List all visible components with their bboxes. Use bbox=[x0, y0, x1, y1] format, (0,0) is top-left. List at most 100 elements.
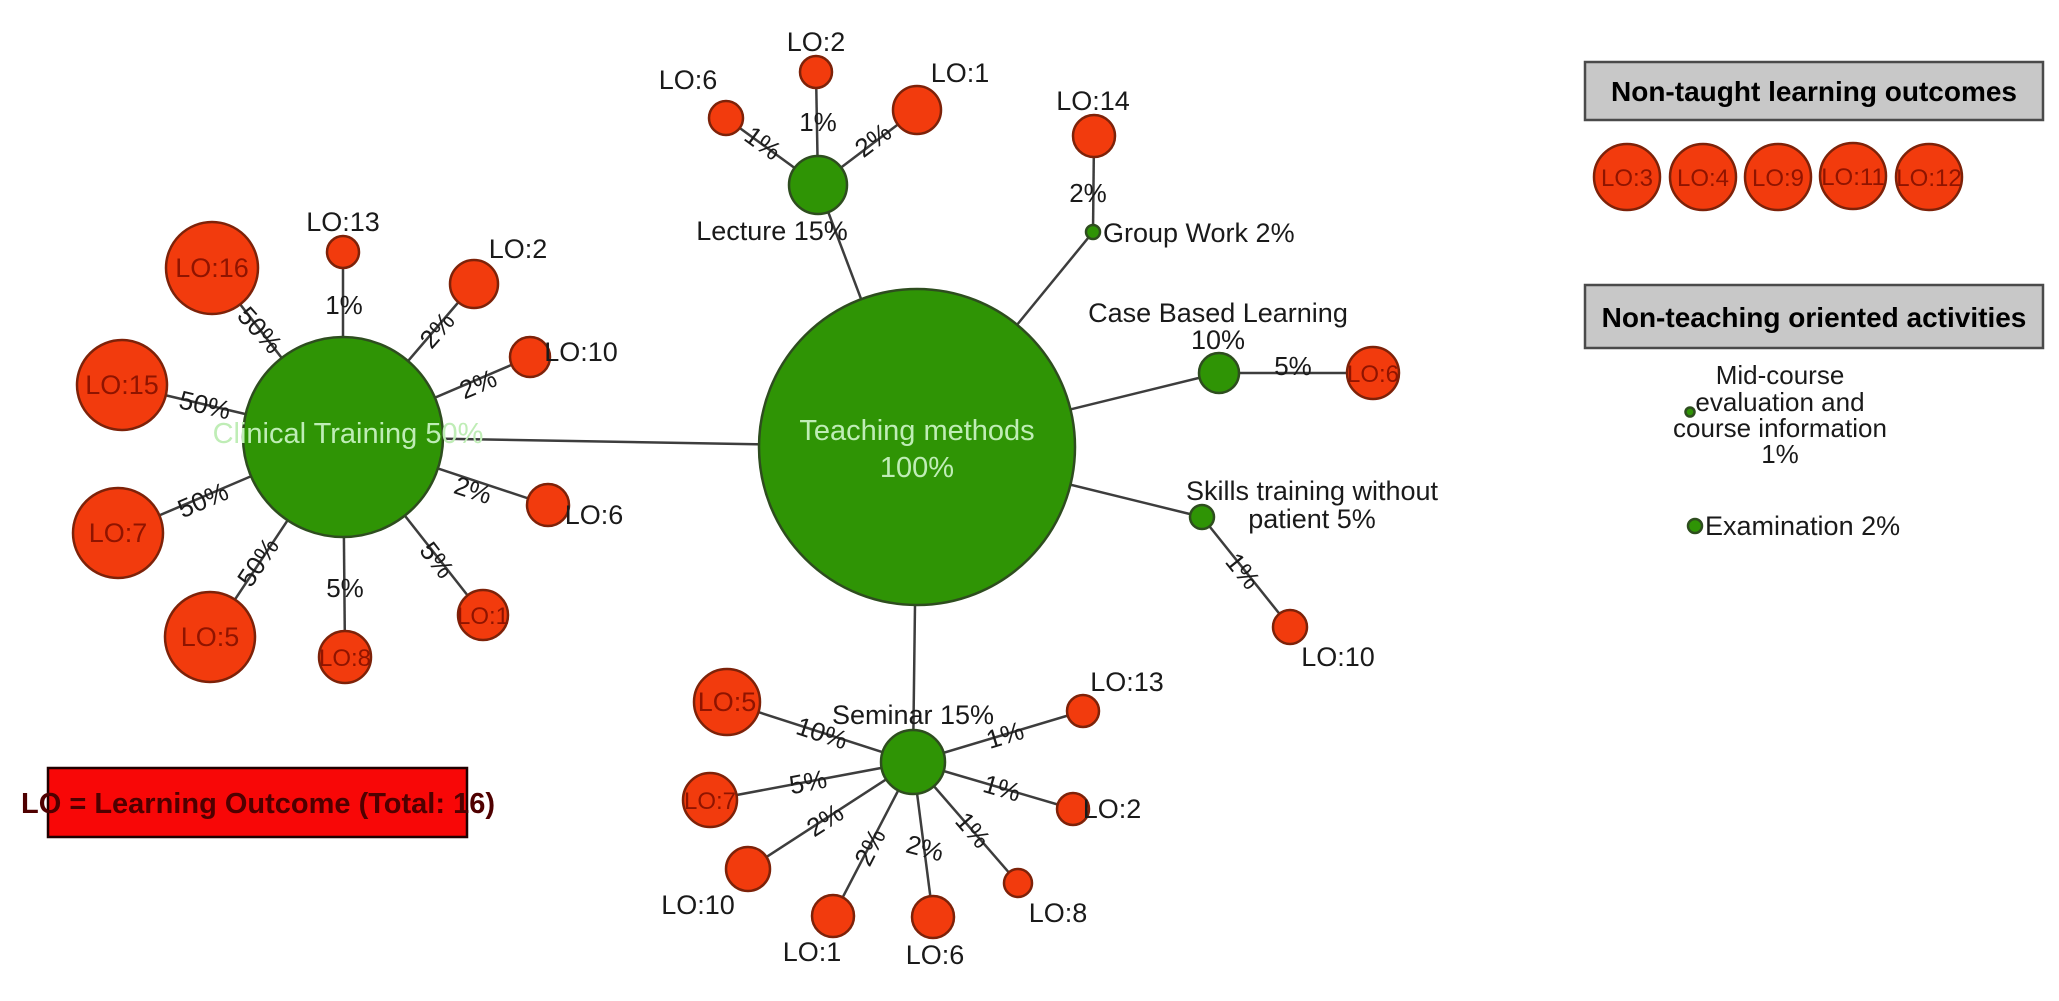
clinical-training-label: Clinical Training 50% bbox=[213, 418, 484, 450]
seminar-lo1-pct: 2% bbox=[848, 823, 892, 870]
nontaught-lo3-label: LO:3 bbox=[1601, 165, 1653, 192]
clinical-lo13-pct: 1% bbox=[325, 290, 363, 320]
node-clinical-lo2 bbox=[448, 258, 500, 310]
node-seminar-lo7 bbox=[681, 771, 739, 829]
seminar-lo7-pct: 5% bbox=[787, 764, 830, 801]
node-nontaught-lo11 bbox=[1818, 141, 1888, 211]
skills-label-line1: Skills training without bbox=[1186, 476, 1439, 506]
teaching-methods-label: Teaching methods bbox=[799, 415, 1034, 447]
teaching-methods-pct: 100% bbox=[880, 452, 954, 484]
casebased-lo6-label: LO:6 bbox=[1347, 361, 1399, 388]
outcome-nodes bbox=[71, 54, 1401, 940]
seminar-lo10-pct: 2% bbox=[801, 797, 849, 843]
node-lecture bbox=[787, 154, 849, 216]
satellite-cluster-labels: LO:14 2% LO:6 5% LO:10 1% bbox=[1056, 86, 1399, 672]
non-taught-header-title: Non-taught learning outcomes bbox=[1611, 76, 2017, 107]
examination-label: Examination 2% bbox=[1705, 511, 1900, 541]
node-seminar-lo6 bbox=[910, 894, 956, 940]
node-clinical-lo16 bbox=[164, 220, 260, 316]
node-group-work bbox=[1084, 223, 1102, 241]
case-based-pct: 10% bbox=[1191, 325, 1245, 355]
node-clinical-lo13 bbox=[325, 234, 361, 270]
group-work-label: Group Work 2% bbox=[1103, 218, 1295, 248]
node-clinical-lo7 bbox=[71, 486, 165, 580]
node-labels: Teaching methods 100% Clinical Training … bbox=[213, 216, 1439, 730]
non-teaching-header-title: Non-teaching oriented activities bbox=[1602, 302, 2027, 333]
node-seminar-lo10 bbox=[724, 845, 772, 893]
clinical-lo13-label: LO:13 bbox=[306, 207, 380, 237]
seminar-lo8-label: LO:8 bbox=[1029, 898, 1088, 928]
node-case-based-learning bbox=[1197, 351, 1241, 395]
seminar-lo2-label: LO:2 bbox=[1083, 794, 1142, 824]
node-lecture-lo1 bbox=[891, 84, 943, 136]
mid-course-dot bbox=[1684, 406, 1696, 418]
clinical-lo7-pct: 50% bbox=[173, 476, 233, 524]
node-casebased-lo6 bbox=[1345, 345, 1401, 401]
node-teaching-methods bbox=[757, 287, 1077, 607]
seminar-lo5-label: LO:5 bbox=[698, 687, 757, 717]
clinical-lo10-pct: 2% bbox=[455, 363, 501, 405]
seminar-lo13-label: LO:13 bbox=[1090, 667, 1164, 697]
seminar-label: Seminar 15% bbox=[832, 700, 994, 730]
node-nontaught-lo9 bbox=[1743, 142, 1813, 212]
node-seminar-lo2 bbox=[1055, 791, 1091, 827]
node-seminar-lo1 bbox=[810, 893, 856, 939]
clinical-lo8-label: LO:8 bbox=[319, 645, 371, 672]
groupwork-lo14-pct: 2% bbox=[1069, 178, 1107, 208]
clinical-lo8-pct: 5% bbox=[326, 573, 364, 603]
node-nontaught-lo12 bbox=[1894, 142, 1964, 212]
clinical-lo7-label: LO:7 bbox=[89, 518, 148, 548]
activity-nodes bbox=[241, 154, 1241, 796]
edge-skills-lo10 bbox=[1201, 516, 1291, 628]
node-clinical-training bbox=[241, 335, 445, 539]
seminar-lo6-pct: 2% bbox=[903, 829, 947, 868]
clinical-lo1-label: LO:1 bbox=[457, 603, 509, 630]
node-clinical-lo8 bbox=[317, 629, 373, 685]
clinical-lo16-label: LO:16 bbox=[175, 253, 249, 283]
lecture-lo6-pct: 1% bbox=[739, 120, 787, 166]
node-lecture-lo2 bbox=[798, 54, 834, 90]
clinical-cluster-labels: LO:16 LO:13 LO:2 LO:15 LO:10 LO:7 LO:6 L… bbox=[85, 207, 623, 672]
examination-dot bbox=[1686, 517, 1704, 535]
node-groupwork-lo14 bbox=[1071, 113, 1117, 159]
legend-non-taught: Non-taught learning outcomes LO:3 LO:4 L… bbox=[1583, 60, 2045, 212]
lecture-lo2-label: LO:2 bbox=[787, 27, 846, 57]
casebased-lo6-pct: 5% bbox=[1274, 351, 1312, 381]
node-clinical-lo15 bbox=[75, 338, 169, 432]
non-teaching-header-box bbox=[1583, 283, 2045, 350]
clinical-lo5-label: LO:5 bbox=[181, 622, 240, 652]
lecture-lo2-pct: 1% bbox=[799, 107, 837, 137]
seminar-lo1-label: LO:1 bbox=[783, 937, 842, 967]
case-based-label: Case Based Learning bbox=[1088, 298, 1348, 328]
mid-course-line4: 1% bbox=[1761, 439, 1799, 469]
skills-label-line2: patient 5% bbox=[1248, 504, 1376, 534]
node-seminar-lo5 bbox=[692, 667, 762, 737]
nontaught-lo4-label: LO:4 bbox=[1677, 165, 1729, 192]
legend-key: LO = Learning Outcome (Total: 16) bbox=[21, 766, 495, 839]
clinical-lo15-pct: 50% bbox=[176, 385, 233, 426]
node-clinical-lo5 bbox=[163, 590, 257, 684]
node-nontaught-lo3 bbox=[1592, 142, 1662, 212]
clinical-lo6-label: LO:6 bbox=[565, 500, 624, 530]
clinical-lo15-label: LO:15 bbox=[85, 370, 159, 400]
node-clinical-lo10 bbox=[508, 335, 552, 379]
clinical-lo10-label: LO:10 bbox=[544, 337, 618, 367]
key-box-label: LO = Learning Outcome (Total: 16) bbox=[21, 788, 495, 820]
key-box bbox=[46, 766, 469, 839]
clinical-lo5-pct: 50% bbox=[231, 532, 285, 592]
skills-lo10-label: LO:10 bbox=[1301, 642, 1375, 672]
node-seminar-lo8 bbox=[1002, 867, 1034, 899]
node-skills-training bbox=[1188, 503, 1216, 531]
mid-course-line2: evaluation and bbox=[1695, 387, 1864, 417]
clinical-lo2-label: LO:2 bbox=[489, 234, 548, 264]
node-clinical-lo6 bbox=[525, 482, 571, 528]
seminar-lo7-label: LO:7 bbox=[684, 788, 736, 815]
groupwork-lo14-label: LO:14 bbox=[1056, 86, 1130, 116]
mid-course-line3: course information bbox=[1673, 413, 1887, 443]
clinical-lo16-pct: 50% bbox=[231, 301, 288, 360]
lecture-lo1-label: LO:1 bbox=[931, 58, 990, 88]
clinical-lo6-pct: 2% bbox=[450, 470, 495, 510]
lecture-cluster-labels: LO:6 LO:2 LO:1 1% 1% 2% bbox=[659, 27, 990, 166]
